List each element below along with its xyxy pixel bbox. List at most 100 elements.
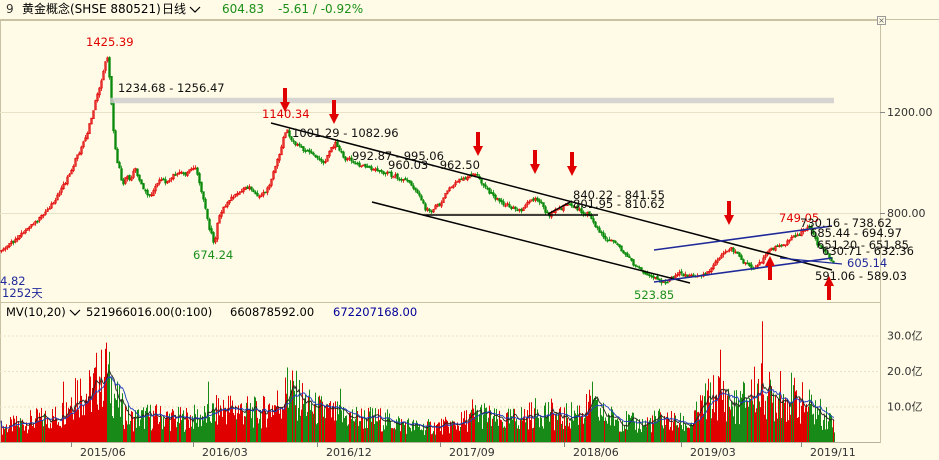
volume-bar — [382, 431, 383, 442]
volume-bar — [622, 421, 623, 442]
candle-body — [270, 178, 273, 186]
volume-ma-10: 660878592.00 — [230, 305, 315, 319]
volume-bar — [356, 406, 357, 442]
volume-bar — [90, 376, 91, 442]
candle-body — [714, 261, 717, 266]
candle-body — [500, 199, 503, 203]
volume-bar — [259, 418, 260, 442]
volume-bar — [232, 400, 233, 442]
volume-bar — [614, 425, 615, 442]
candle-body — [166, 181, 169, 184]
volume-bar — [540, 416, 541, 442]
candle-body — [30, 224, 33, 227]
candle-body — [50, 203, 53, 209]
price-label: 840.22 - 841.55 — [573, 188, 665, 202]
volume-bar — [234, 415, 235, 442]
volume-bar — [488, 417, 489, 442]
candle-body — [794, 235, 797, 238]
volume-bar — [463, 418, 464, 442]
volume-bar — [233, 413, 234, 442]
volume-bar — [635, 429, 636, 442]
candle-body — [764, 255, 767, 258]
period-selector[interactable]: 日线 — [162, 0, 201, 19]
candle-body — [384, 172, 387, 175]
candle-body — [350, 157, 353, 162]
volume-bar — [823, 420, 824, 442]
volume-bar — [688, 427, 689, 442]
volume-bar — [400, 431, 401, 442]
candle-body — [102, 71, 105, 81]
volume-bar — [96, 352, 97, 442]
volume-bar — [377, 421, 378, 442]
volume-bar — [636, 418, 637, 442]
candle-body — [90, 117, 93, 125]
volume-bar — [513, 408, 514, 442]
volume-bar — [491, 426, 492, 442]
candle-body — [20, 232, 23, 237]
volume-bar — [660, 412, 661, 442]
candle-body — [408, 180, 411, 183]
candle-body — [216, 222, 219, 240]
volume-bar — [445, 416, 446, 442]
volume-bar — [299, 379, 300, 442]
candle-body — [272, 171, 275, 180]
volume-bar — [731, 400, 732, 442]
volume-bar — [799, 397, 800, 442]
volume-bar — [181, 420, 182, 442]
volume-bar — [121, 399, 122, 442]
volume-bar — [345, 416, 346, 442]
volume-bar — [658, 410, 659, 442]
candle-body — [258, 196, 261, 198]
volume-bar — [373, 415, 374, 442]
volume-bar — [254, 396, 255, 442]
candle-body — [346, 158, 349, 161]
volume-bar — [468, 421, 469, 442]
candle-body — [110, 76, 113, 105]
volume-bar — [442, 434, 443, 442]
volume-bar — [340, 388, 341, 442]
volume-bar — [792, 401, 793, 442]
volume-bar — [353, 420, 354, 442]
close-icon[interactable]: × — [877, 16, 886, 25]
candle-body — [536, 197, 539, 201]
volume-bar — [371, 421, 372, 442]
volume-bar — [378, 409, 379, 442]
volume-bar — [813, 413, 814, 442]
candle-body — [354, 162, 357, 165]
volume-bar — [644, 425, 645, 442]
candle-body — [738, 252, 741, 257]
volume-bar — [424, 434, 425, 442]
candle-body — [710, 267, 713, 273]
volume-bar — [261, 428, 262, 442]
volume-indicator-title[interactable]: MV(10,20) — [6, 304, 81, 320]
volume-bar — [41, 407, 42, 442]
time-tick-label: 2015/06 — [80, 446, 126, 459]
volume-bar — [815, 400, 816, 442]
volume-bar — [284, 404, 285, 442]
volume-bar — [370, 406, 371, 442]
volume-bar — [128, 404, 129, 442]
channel-line-upper — [653, 225, 833, 251]
candle-body — [100, 80, 103, 89]
candle-body — [204, 198, 207, 209]
volume-bar — [490, 410, 491, 442]
volume-bar — [726, 421, 727, 442]
candle-body — [360, 165, 363, 168]
volume-bar — [624, 425, 625, 442]
volume-ma-20: 672207168.00 — [333, 305, 418, 319]
volume-bar — [363, 428, 364, 442]
volume-bar — [780, 371, 781, 442]
price-label: 801.95 - 810.62 — [573, 197, 665, 211]
volume-bar — [553, 413, 554, 442]
volume-bar — [777, 418, 778, 442]
candle-body — [608, 239, 611, 242]
volume-bar — [292, 370, 293, 442]
volume-bar — [318, 396, 319, 442]
volume-bar — [638, 428, 639, 442]
volume-bar — [266, 427, 267, 442]
candle-body — [168, 180, 171, 182]
volume-bar — [172, 408, 173, 442]
candle-body — [84, 137, 87, 142]
volume-bar — [727, 395, 728, 442]
